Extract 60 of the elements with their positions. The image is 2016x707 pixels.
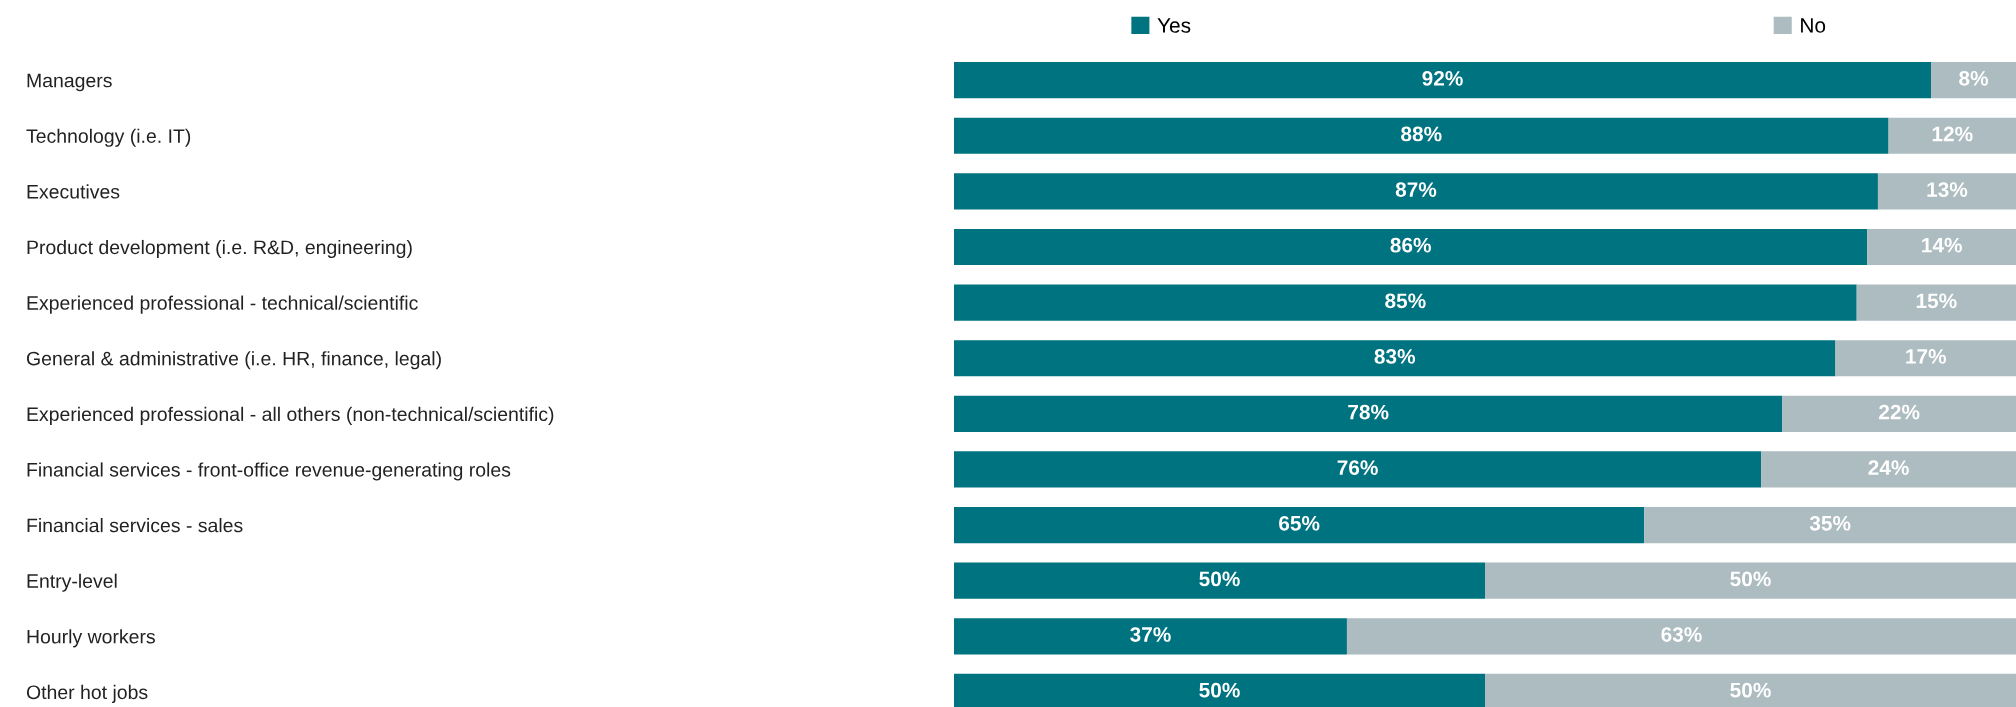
- y-tick-label: Entry-level: [27, 573, 117, 592]
- bar: [954, 618, 1347, 655]
- data-label: 50%: [1199, 571, 1240, 587]
- bar: [1761, 451, 2016, 488]
- data-label: 50%: [1730, 571, 1771, 587]
- bar: [1867, 228, 2016, 266]
- data-label: 50%: [1199, 682, 1240, 698]
- y-tick-label: Hourly workers: [27, 629, 155, 648]
- data-label: 22%: [1879, 404, 1920, 420]
- data-label: 86%: [1390, 237, 1431, 253]
- data-label: 35%: [1809, 515, 1851, 531]
- data-label: 76%: [1337, 460, 1378, 476]
- bar: [954, 506, 1645, 544]
- bar: [1877, 173, 2016, 210]
- bar: [1888, 117, 2016, 154]
- data-label: 13%: [1927, 182, 1968, 197]
- data-label: 14%: [1922, 237, 1962, 253]
- y-tick-label: General & administrative (i.e. HR, finance, legal): [26, 351, 441, 370]
- bar: [1835, 340, 2016, 377]
- bar: [1931, 62, 2016, 99]
- data-label: 37%: [1130, 627, 1171, 642]
- data-label: 87%: [1395, 182, 1437, 197]
- bar: [954, 562, 1485, 599]
- legend-label: No: [1801, 18, 1826, 33]
- bar: [954, 117, 1889, 154]
- data-label: 83%: [1374, 349, 1416, 364]
- y-tick-label: Managers: [27, 73, 112, 92]
- data-label: 8%: [1959, 70, 1989, 86]
- bar: [1346, 618, 2016, 655]
- bar: [954, 173, 1878, 210]
- data-label: 50%: [1730, 682, 1771, 698]
- y-tick-label: Experienced professional - technical/scientific: [27, 295, 418, 314]
- bar: [954, 340, 1836, 377]
- data-label: 63%: [1661, 627, 1702, 642]
- data-label: 17%: [1906, 349, 1947, 364]
- bar: [1856, 284, 2016, 321]
- y-tick-label: Experienced professional - all others (non-technical/scientific): [27, 406, 554, 425]
- y-tick-label: Other hot jobs: [26, 684, 148, 703]
- data-label: 15%: [1916, 293, 1957, 309]
- bar: [954, 395, 1783, 432]
- data-label: 24%: [1868, 460, 1909, 475]
- bar: [1644, 506, 2016, 544]
- y-tick-label: Financial services - front-office revenue-generating roles: [27, 462, 511, 481]
- bar: [1782, 395, 2016, 432]
- y-tick-label: Technology (i.e. IT): [26, 128, 191, 147]
- data-label: 85%: [1385, 293, 1426, 309]
- legend-label: Yes: [1157, 18, 1191, 33]
- y-tick-label: Product development (i.e. R&D, engineering): [27, 239, 412, 259]
- data-label: 78%: [1348, 404, 1389, 420]
- y-tick-label: Financial services - sales: [27, 518, 243, 533]
- bar: [954, 451, 1762, 488]
- y-tick-label: Executives: [27, 184, 120, 199]
- bar: [954, 228, 1868, 266]
- data-label: 65%: [1279, 515, 1320, 531]
- bar: [954, 62, 1932, 99]
- data-label: 88%: [1401, 126, 1442, 142]
- bar: [1485, 562, 2016, 599]
- data-label: 12%: [1932, 126, 1973, 142]
- bar: [954, 284, 1857, 321]
- data-label: 92%: [1422, 70, 1463, 86]
